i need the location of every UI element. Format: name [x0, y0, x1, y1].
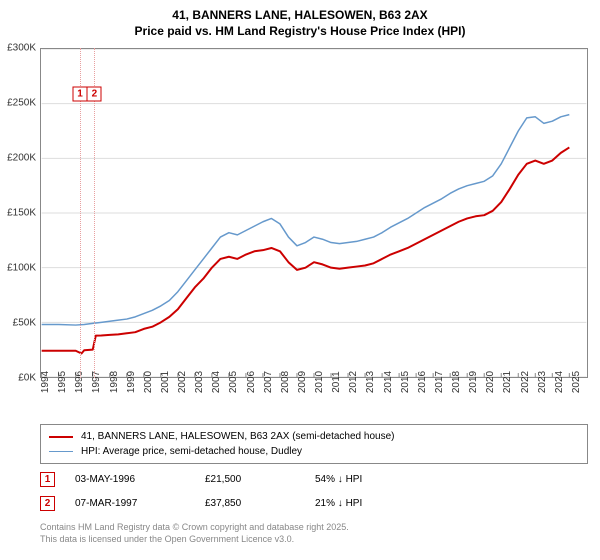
x-tick-label: 1998 [109, 371, 120, 393]
event-marker: 2 [87, 87, 102, 102]
x-tick-label: 2020 [485, 371, 496, 393]
x-tick-label: 2001 [160, 371, 171, 393]
data-delta: 54% ↓ HPI [315, 474, 362, 485]
chart-container: 41, BANNERS LANE, HALESOWEN, B63 2AX Pri… [0, 0, 600, 560]
data-date: 03-MAY-1996 [75, 474, 205, 485]
x-tick-label: 2000 [143, 371, 154, 393]
legend-item: 41, BANNERS LANE, HALESOWEN, B63 2AX (se… [49, 429, 579, 444]
y-tick-label: £100K [0, 263, 36, 274]
data-row: 1 03-MAY-1996 £21,500 54% ↓ HPI [40, 472, 362, 487]
chart-area: £0K£50K£100K£150K£200K£250K£300K 1994199… [40, 48, 588, 378]
x-tick-label: 2023 [537, 371, 548, 393]
data-date: 07-MAR-1997 [75, 498, 205, 509]
x-tick-label: 2005 [228, 371, 239, 393]
data-delta: 21% ↓ HPI [315, 498, 362, 509]
footer-line: Contains HM Land Registry data © Crown c… [40, 522, 349, 534]
x-tick-label: 2010 [314, 371, 325, 393]
y-tick-label: £50K [0, 318, 36, 329]
x-tick-label: 2002 [177, 371, 188, 393]
data-row: 2 07-MAR-1997 £37,850 21% ↓ HPI [40, 496, 362, 511]
x-tick-label: 2018 [451, 371, 462, 393]
x-tick-label: 1994 [40, 371, 51, 393]
legend-label: 41, BANNERS LANE, HALESOWEN, B63 2AX (se… [81, 431, 394, 442]
x-tick-label: 2012 [348, 371, 359, 393]
x-tick-label: 2007 [263, 371, 274, 393]
x-tick-label: 2003 [194, 371, 205, 393]
y-tick-label: £150K [0, 208, 36, 219]
x-tick-label: 2025 [571, 371, 582, 393]
y-tick-label: £0K [0, 373, 36, 384]
x-tick-label: 2009 [297, 371, 308, 393]
title-line-1: 41, BANNERS LANE, HALESOWEN, B63 2AX [0, 8, 600, 24]
x-tick-label: 2019 [468, 371, 479, 393]
legend-item: HPI: Average price, semi-detached house,… [49, 444, 579, 459]
data-price: £21,500 [205, 474, 315, 485]
footer-line: This data is licensed under the Open Gov… [40, 534, 349, 546]
chart-title: 41, BANNERS LANE, HALESOWEN, B63 2AX Pri… [0, 0, 600, 39]
x-tick-label: 2013 [365, 371, 376, 393]
legend: 41, BANNERS LANE, HALESOWEN, B63 2AX (se… [40, 424, 588, 464]
x-tick-label: 1999 [126, 371, 137, 393]
x-tick-label: 1997 [91, 371, 102, 393]
marker-icon: 1 [40, 472, 55, 487]
x-tick-label: 2008 [280, 371, 291, 393]
x-tick-label: 2016 [417, 371, 428, 393]
x-tick-label: 2022 [520, 371, 531, 393]
title-line-2: Price paid vs. HM Land Registry's House … [0, 24, 600, 40]
x-tick-label: 2021 [502, 371, 513, 393]
x-tick-label: 2015 [400, 371, 411, 393]
marker-icon: 2 [40, 496, 55, 511]
legend-label: HPI: Average price, semi-detached house,… [81, 446, 302, 457]
plot-svg [40, 48, 588, 378]
footer: Contains HM Land Registry data © Crown c… [40, 522, 349, 545]
event-marker: 1 [73, 87, 88, 102]
x-tick-label: 1995 [57, 371, 68, 393]
x-tick-label: 2014 [383, 371, 394, 393]
x-tick-label: 2017 [434, 371, 445, 393]
x-tick-label: 2004 [211, 371, 222, 393]
y-tick-label: £200K [0, 153, 36, 164]
data-price: £37,850 [205, 498, 315, 509]
x-tick-label: 2006 [246, 371, 257, 393]
y-tick-label: £300K [0, 43, 36, 54]
legend-swatch [49, 451, 73, 453]
legend-swatch [49, 436, 73, 438]
x-tick-label: 2011 [331, 371, 342, 393]
x-tick-label: 2024 [554, 371, 565, 393]
y-tick-label: £250K [0, 98, 36, 109]
